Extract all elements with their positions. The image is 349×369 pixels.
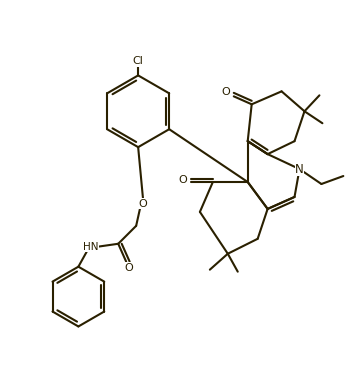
Text: O: O — [179, 175, 187, 185]
Text: HN: HN — [83, 242, 98, 252]
Text: O: O — [125, 263, 134, 273]
Text: O: O — [221, 87, 230, 97]
Text: O: O — [139, 199, 148, 209]
Text: Cl: Cl — [133, 56, 143, 66]
Text: N: N — [295, 163, 304, 176]
